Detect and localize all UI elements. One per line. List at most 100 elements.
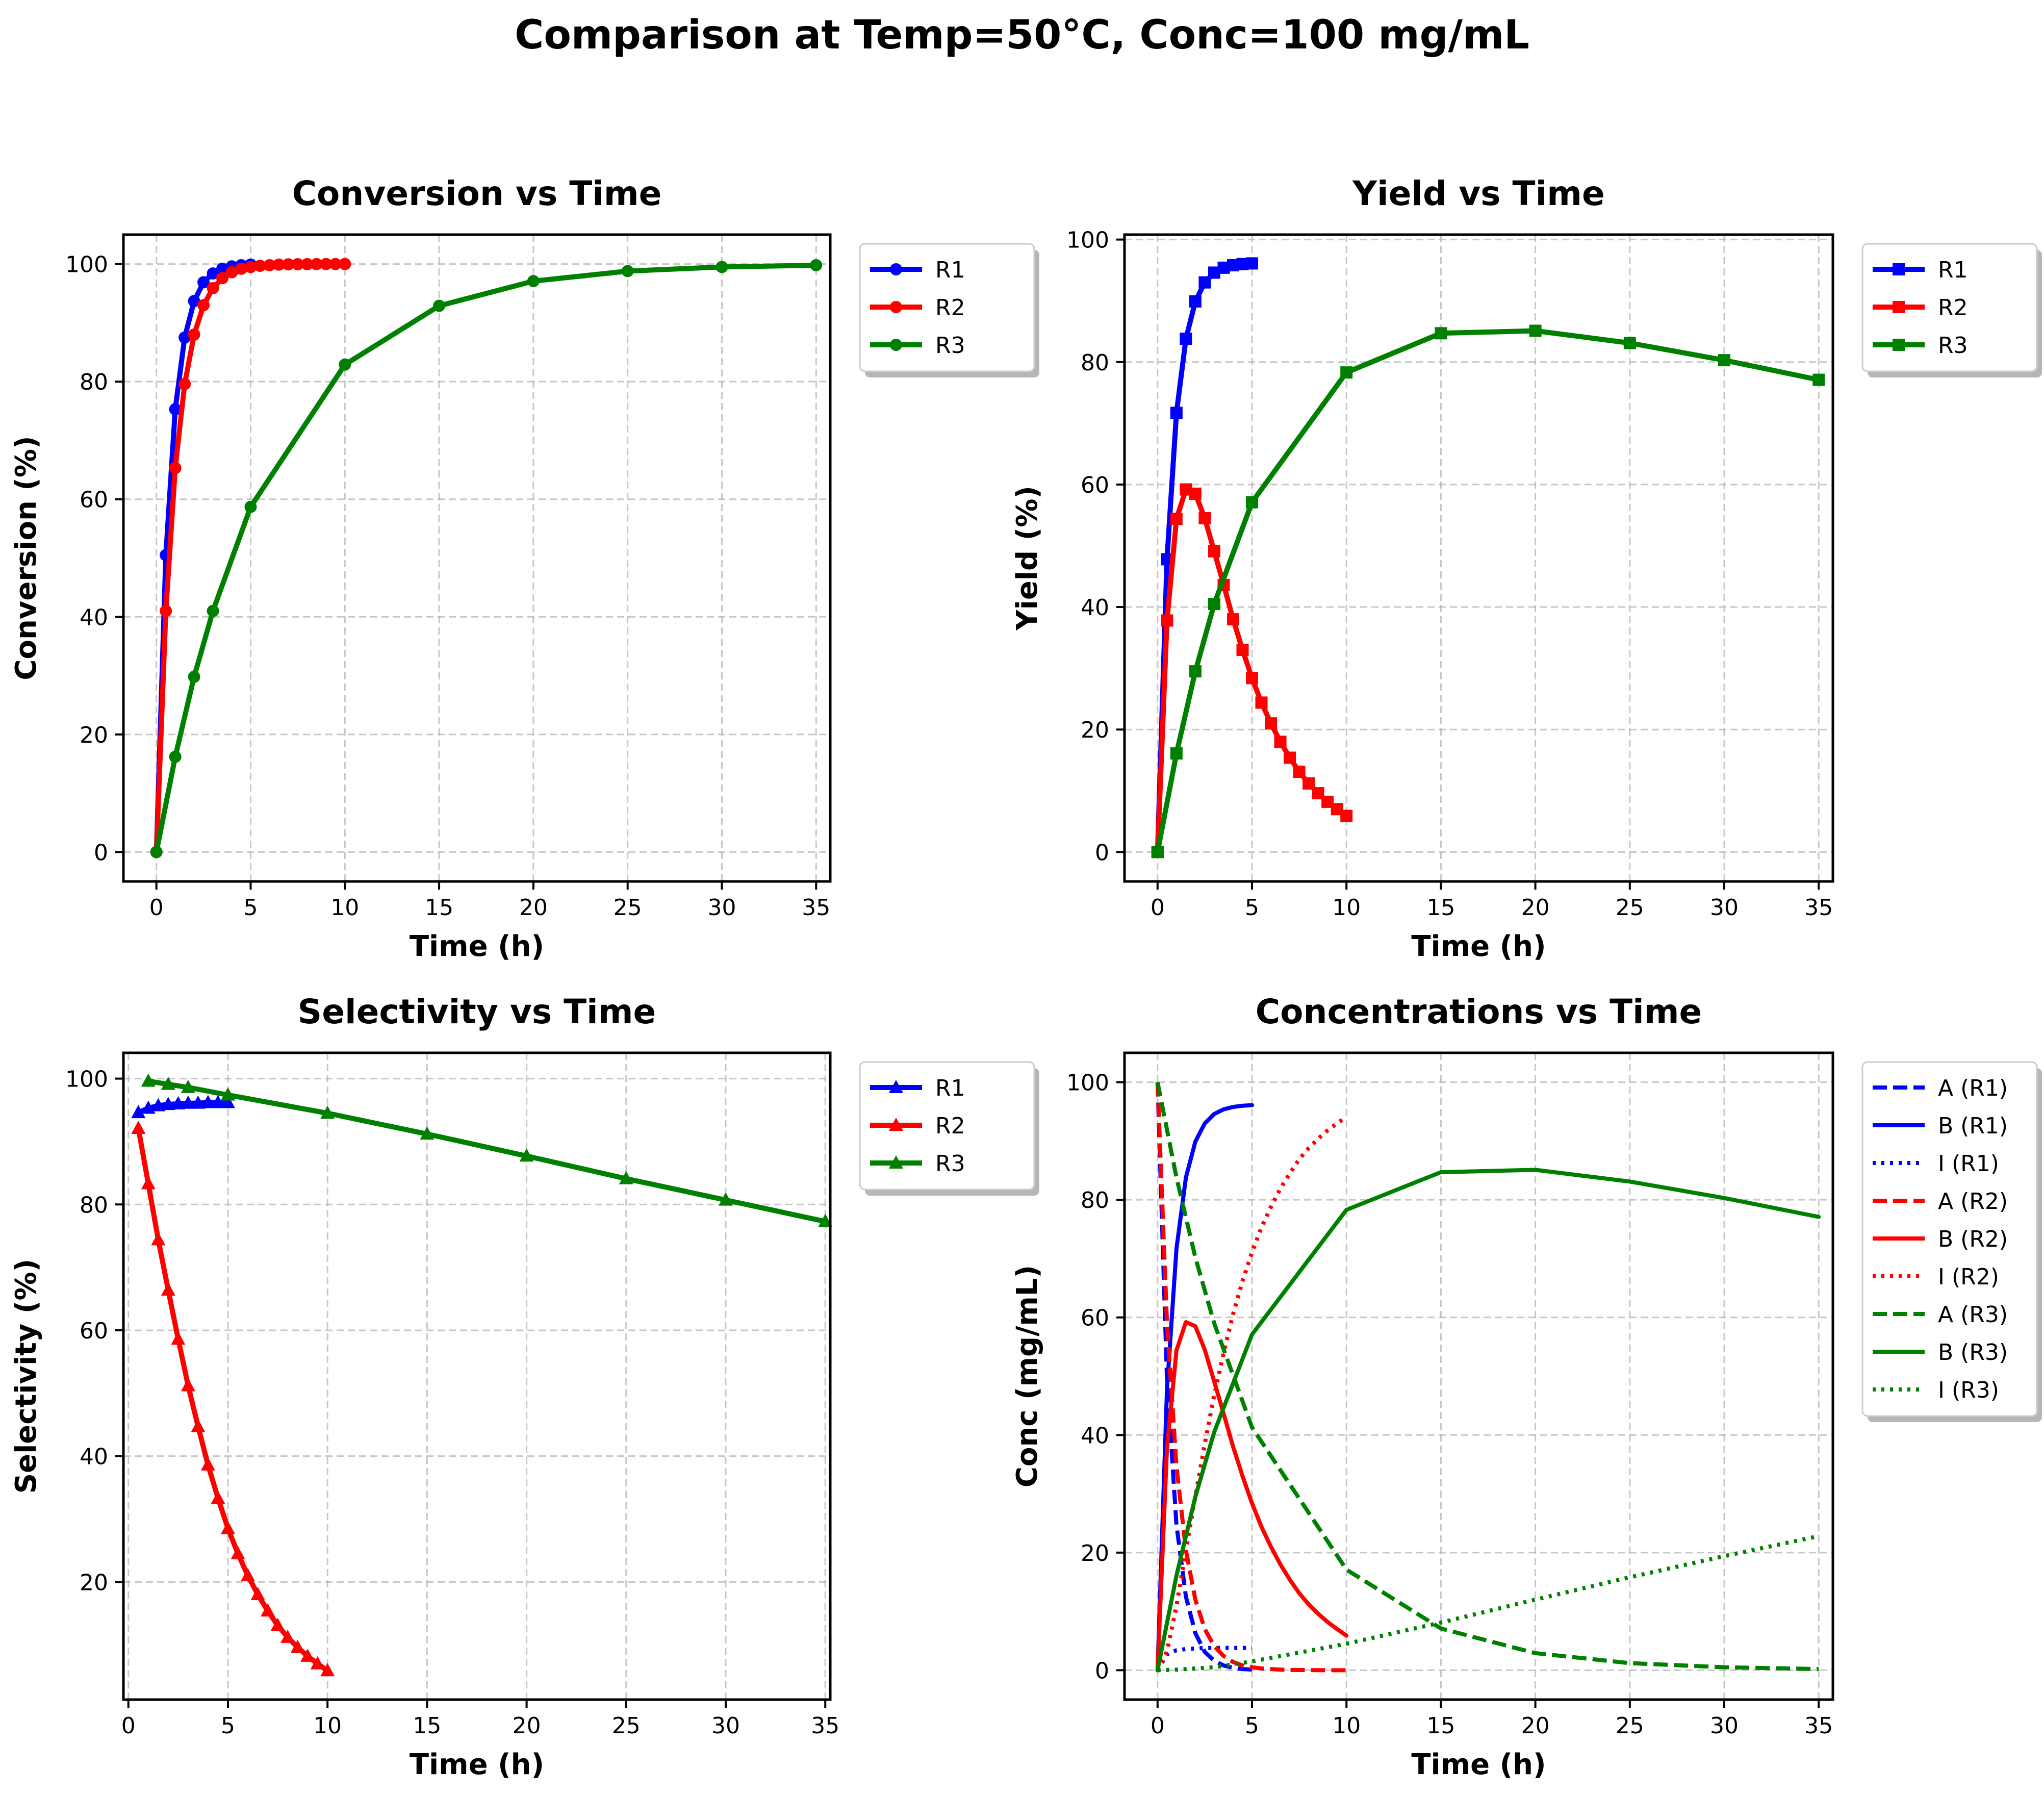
data-point [161,1097,175,1110]
data-point [181,1095,195,1109]
x-tick-label: 30 [1710,895,1739,921]
series-line-b-r2 [1155,1320,1349,1673]
chart-panel-3: Selectivity vs Time 0 5 10 15 20 25 30 35 20 40 60 8… [10,992,1039,1781]
data-point [1246,496,1259,509]
plot-frame [1123,233,1834,883]
data-point [169,750,182,763]
data-point [141,1176,156,1190]
data-point [171,1331,186,1345]
data-point [151,1232,166,1246]
legend-marker [889,1118,903,1131]
data-point [253,260,266,272]
legend-entry: A (R3) [1938,1302,2008,1328]
data-point [244,261,257,273]
data-point [161,1076,175,1090]
data-point [216,262,229,275]
y-tick-label: 60 [1081,472,1109,498]
x-tick-label: 15 [1426,1713,1455,1739]
data-point [188,328,200,341]
legend-marker [890,301,902,313]
legend-entry: R3 [935,1151,965,1177]
figure-title: Comparison at Temp=50°C, Conc=100 mg/mL [515,12,1529,58]
legend: R1 R2 R3 [1861,243,2042,377]
series-line-a-r3 [1155,1081,1819,1672]
ticks: 0 5 10 15 20 25 30 35 0 20 40 60 80 100 [1066,227,1833,921]
series-line-b-r1 [1155,1103,1254,1673]
legend-marker [890,339,902,351]
ticks: 0 5 10 15 20 25 30 35 0 20 40 60 80 100 [65,252,830,921]
x-tick-label: 0 [1151,895,1165,921]
data-point [339,358,351,371]
data-point [1812,373,1825,386]
x-tick-label: 0 [1151,1713,1165,1739]
y-axis-label: Conversion (%) [10,436,43,680]
y-tick-label: 100 [1066,227,1109,254]
data-point [181,1378,195,1392]
data-point [310,1656,325,1670]
legend: R1 R2 R3 [859,243,1039,377]
data-point [191,1419,206,1432]
data-point [1435,327,1447,340]
series-line-r3 [1155,328,1822,855]
data-point [220,1521,235,1534]
legend-entry: R2 [1938,295,1968,321]
data-point [200,1095,215,1108]
y-tick-label: 0 [1095,1658,1109,1684]
legend-marker [1893,301,1905,313]
legend-marker [890,263,902,275]
legend-entry: A (R1) [1938,1075,2008,1101]
legend-entry: R1 [935,1075,965,1101]
chart-panel-1: Conversion vs Time 0 5 10 15 20 25 30 35 0 20 40 60 8… [10,174,1039,963]
data-point [719,1192,733,1206]
y-tick-label: 100 [65,1067,108,1093]
data-point [320,1105,335,1119]
data-point [300,1648,315,1662]
series-line-r3 [145,1078,828,1224]
data-point [161,1282,175,1296]
data-point [1718,354,1731,367]
grid [123,1053,830,1700]
legend-entry: I (R3) [1938,1377,1999,1403]
x-tick-label: 20 [519,895,548,921]
legend-entry: R3 [1938,333,1968,359]
data-point [178,377,191,390]
data-point [1265,717,1278,730]
data-point [420,1126,435,1140]
y-tick-label: 20 [80,1570,108,1596]
legend: R1 R2 R3 [859,1061,1039,1196]
data-point [1255,696,1268,709]
data-point [1340,366,1353,379]
series-line-i-r1 [1156,1646,1252,1672]
x-axis-label: Time (h) [1411,1748,1546,1781]
y-axis-label: Yield (%) [1011,486,1044,631]
data-point [169,462,182,474]
plot-frame [1123,1051,1834,1701]
x-tick-label: 5 [243,895,258,921]
data-point [1189,295,1202,308]
chart-title: Yield vs Time [1352,174,1604,213]
series-line-a-r2 [1155,1082,1347,1673]
data-point [220,1095,235,1108]
legend-entry: B (R1) [1938,1113,2008,1139]
data-point [178,331,191,344]
series-group [150,258,823,858]
y-tick-label: 40 [80,1444,108,1470]
x-tick-label: 35 [1804,1713,1833,1739]
data-point [1189,487,1202,500]
legend-entry: B (R2) [1938,1226,2008,1252]
chart-title: Concentrations vs Time [1256,992,1702,1031]
data-point [282,258,295,271]
plot-frame [122,233,832,883]
data-point [211,1095,225,1108]
y-tick-label: 80 [1081,1187,1109,1213]
data-point [310,258,323,270]
x-tick-label: 20 [1521,895,1550,921]
legend-box [1861,243,2038,372]
data-point [241,1568,256,1582]
data-point [131,1105,146,1119]
data-point [291,258,304,270]
series-line-i-r3 [1157,1534,1820,1673]
data-point [619,1171,633,1184]
y-tick-label: 0 [94,840,108,866]
data-point [151,1098,166,1111]
